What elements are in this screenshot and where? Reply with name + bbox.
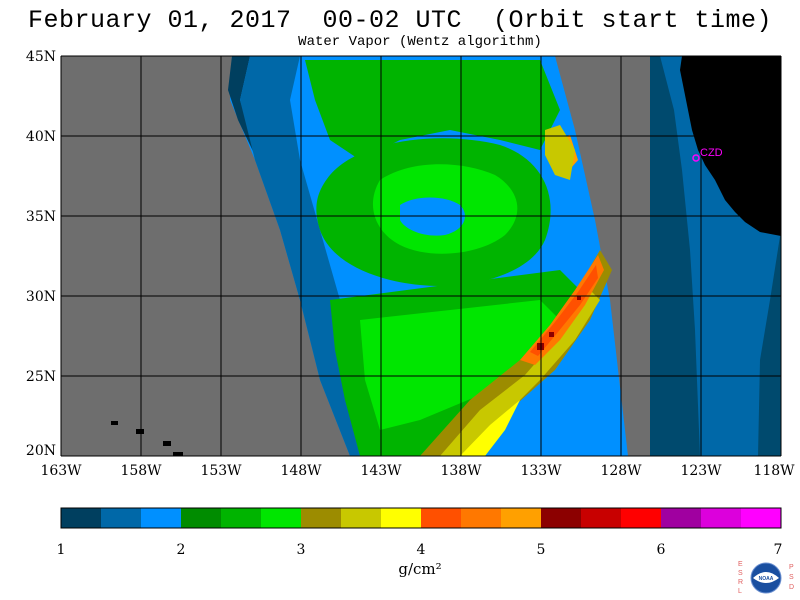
noaa-bird-icon — [753, 572, 779, 583]
colorbar-tick-1: 1 — [56, 542, 66, 558]
colorbar-segment — [61, 508, 102, 528]
green-band-south-bright — [360, 300, 560, 430]
plume-yellow-north — [545, 125, 575, 180]
colorbar-segment — [301, 508, 342, 528]
lat-label-45n: 45N — [25, 49, 56, 65]
colorbar-tick-6: 6 — [656, 542, 666, 558]
logo-left-s: S — [738, 570, 743, 577]
colorbar-tick-7: 7 — [773, 542, 783, 558]
logo-right-s: S — [789, 574, 794, 581]
map-subtitle: Water Vapor (Wentz algorithm) — [298, 34, 542, 50]
station-label: CZD — [700, 147, 723, 159]
colorbar-segment — [701, 508, 742, 528]
island-kauai — [111, 421, 118, 425]
station-marker: CZD — [692, 147, 723, 162]
colorbar-segment — [341, 508, 382, 528]
colorbar-unit: g/cm² — [398, 560, 442, 578]
logo-left-r: R — [738, 579, 743, 586]
plume-red-orange — [530, 265, 598, 356]
station-circle-icon — [692, 154, 700, 162]
logo-left-e: E — [738, 561, 743, 568]
colorbar-segment — [421, 508, 462, 528]
colorbar-segment — [501, 508, 542, 528]
colorbar-segment — [621, 508, 662, 528]
colorbar-frame — [60, 507, 782, 529]
colorbar-segment — [581, 508, 622, 528]
plume-core-2 — [549, 332, 554, 337]
colorbar-tick-5: 5 — [536, 542, 546, 558]
colorbar-segment — [221, 508, 262, 528]
colorbar-segment — [381, 508, 422, 528]
lon-label-148w: 148W — [280, 463, 322, 479]
colorbar-segment — [181, 508, 222, 528]
lon-label-123w: 123W — [680, 463, 722, 479]
colorbar-tick-3: 3 — [296, 542, 306, 558]
swirl-eye — [400, 197, 465, 236]
colorbar-segment — [741, 508, 782, 528]
lon-label-138w: 138W — [440, 463, 482, 479]
map-grid — [60, 55, 782, 457]
lon-label-143w: 143W — [360, 463, 402, 479]
map-title: February 01, 2017 00-02 UTC (Orbit start… — [27, 6, 773, 35]
noaa-logo: E S R L NOAA P S D — [738, 561, 794, 595]
colorbar-tick-2: 2 — [176, 542, 186, 558]
colorbar-segment — [541, 508, 582, 528]
colorbar — [61, 508, 782, 528]
plume-core-3 — [577, 296, 581, 300]
map-field — [61, 56, 781, 456]
lon-label-163w: 163W — [40, 463, 82, 479]
lat-label-40n: 40N — [25, 129, 56, 145]
plume-yellow — [440, 290, 600, 456]
colorbar-segment — [101, 508, 142, 528]
plume-bright-yellow — [460, 400, 520, 456]
plume-olive — [420, 250, 612, 456]
island-maui — [163, 441, 171, 446]
lon-label-133w: 133W — [520, 463, 562, 479]
lon-label-158w: 158W — [120, 463, 162, 479]
island-oahu — [136, 429, 144, 434]
logo-center: NOAA — [759, 576, 774, 582]
lon-label-118w: 118W — [753, 463, 795, 479]
swath-edge-dark — [228, 56, 262, 170]
lat-label-25n: 25N — [25, 369, 56, 385]
colorbar-segment — [141, 508, 182, 528]
logo-left-l: L — [738, 588, 742, 595]
colorbar-segment — [661, 508, 702, 528]
island-hawaii — [173, 452, 183, 456]
land-west-coast — [680, 56, 781, 236]
green-band-north — [305, 60, 560, 160]
colorbar-segment — [461, 508, 502, 528]
logo-right-p: P — [789, 564, 794, 571]
colorbar-segment — [261, 508, 302, 528]
lat-label-35n: 35N — [25, 209, 56, 225]
colorbar-tick-4: 4 — [416, 542, 426, 558]
lon-label-128w: 128W — [600, 463, 642, 479]
lat-label-30n: 30N — [25, 289, 56, 305]
lat-label-20n: 20N — [25, 443, 56, 459]
lon-label-153w: 153W — [200, 463, 242, 479]
logo-right-d: D — [789, 584, 794, 591]
